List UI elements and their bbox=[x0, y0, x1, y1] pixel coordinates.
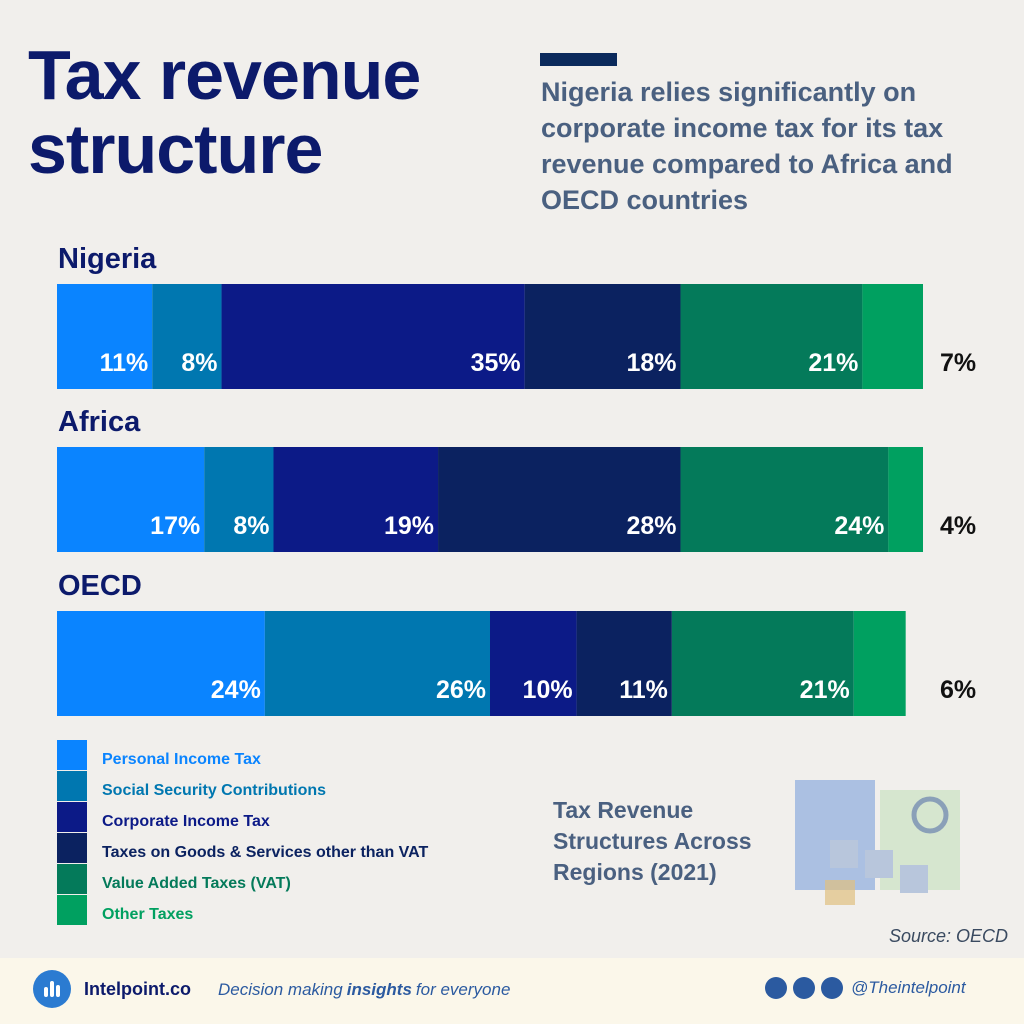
bar-segment bbox=[57, 284, 153, 389]
value-label: 4% bbox=[940, 512, 976, 540]
bar-segment bbox=[264, 611, 490, 716]
legend-label: Personal Income Tax bbox=[102, 751, 261, 768]
value-label: 21% bbox=[808, 349, 858, 377]
value-label: 26% bbox=[436, 676, 486, 704]
legend-label: Corporate Income Tax bbox=[102, 813, 270, 830]
value-label: 11% bbox=[100, 349, 149, 377]
legend-label: Social Security Contributions bbox=[102, 782, 326, 799]
value-label: 10% bbox=[523, 676, 573, 704]
legend-swatch bbox=[57, 740, 87, 770]
chart-note: Tax Revenue Structures Across Regions (2… bbox=[553, 797, 752, 885]
bar-segment bbox=[576, 611, 672, 716]
bar-segment bbox=[888, 447, 923, 552]
handle: @Theintelpoint bbox=[851, 978, 966, 997]
bar-segment bbox=[152, 284, 222, 389]
title: Tax revenue structure bbox=[28, 36, 421, 188]
illustration bbox=[795, 780, 960, 905]
legend-swatch bbox=[57, 833, 87, 863]
bar-segment bbox=[204, 447, 274, 552]
category-label: OECD bbox=[58, 570, 142, 602]
bar-segment bbox=[862, 284, 923, 389]
value-label: 35% bbox=[471, 349, 521, 377]
value-label: 28% bbox=[626, 512, 676, 540]
value-label: 6% bbox=[940, 676, 976, 704]
tagline-text: Decision making bbox=[218, 980, 343, 999]
value-label: 11% bbox=[619, 676, 668, 704]
footer: Intelpoint.co Decision making insights for… bbox=[0, 958, 1024, 1024]
value-label: 8% bbox=[181, 349, 217, 377]
bar-segment bbox=[221, 284, 525, 389]
bar-segment bbox=[490, 611, 577, 716]
bar-segment bbox=[853, 611, 906, 716]
logo bbox=[33, 970, 71, 1008]
value-label: 7% bbox=[940, 349, 976, 377]
tagline: Decision making insights for everyone bbox=[218, 980, 510, 1000]
bar-segment bbox=[438, 447, 681, 552]
value-label: 17% bbox=[150, 512, 200, 540]
category-label: Nigeria bbox=[58, 243, 157, 275]
legend-swatch bbox=[57, 864, 87, 894]
brand: Intelpoint.co bbox=[84, 979, 191, 999]
value-label: 21% bbox=[800, 676, 850, 704]
value-label: 8% bbox=[233, 512, 269, 540]
legend-label: Taxes on Goods & Services other than VAT bbox=[102, 844, 429, 861]
value-label: 19% bbox=[384, 512, 434, 540]
accent-bar bbox=[540, 53, 617, 66]
bar-segment bbox=[57, 447, 205, 552]
tagline-emphasis: insights bbox=[346, 980, 412, 999]
subtitle: Nigeria relies significantly on corporat… bbox=[541, 77, 953, 215]
bar-segment bbox=[273, 447, 439, 552]
legend-swatch bbox=[57, 771, 87, 801]
legend-label: Value Added Taxes (VAT) bbox=[102, 875, 291, 892]
bar-segment bbox=[524, 284, 681, 389]
value-label: 24% bbox=[211, 676, 261, 704]
legend-swatch bbox=[57, 895, 87, 925]
tagline-text: for everyone bbox=[415, 980, 511, 999]
value-label: 24% bbox=[834, 512, 884, 540]
bar-segment bbox=[680, 447, 889, 552]
legend-swatch bbox=[57, 802, 87, 832]
bar-segment bbox=[680, 284, 863, 389]
legend-label: Other Taxes bbox=[102, 906, 193, 923]
category-label: Africa bbox=[58, 406, 141, 438]
source: Source: OECD bbox=[888, 926, 1008, 946]
bar-segment bbox=[57, 611, 265, 716]
bar-segment bbox=[671, 611, 854, 716]
social-icons bbox=[765, 977, 849, 1004]
value-label: 18% bbox=[626, 349, 676, 377]
chart: Nigeria 11% 8% 35% 18% 21% 7% Africa 17% 8% 19% 28%… bbox=[57, 243, 976, 925]
